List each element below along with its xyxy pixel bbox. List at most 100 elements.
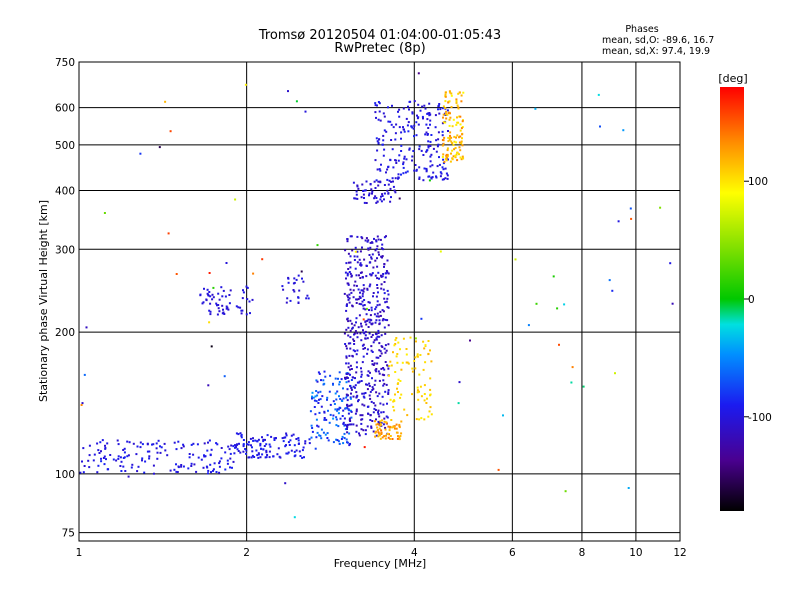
data-point <box>394 132 397 135</box>
data-point <box>338 381 341 383</box>
data-point <box>386 402 388 405</box>
data-point <box>358 432 360 435</box>
data-point <box>208 439 211 442</box>
data-point <box>405 361 408 364</box>
data-point <box>364 334 367 337</box>
data-point <box>282 440 285 443</box>
data-point <box>368 301 371 304</box>
data-point <box>370 306 373 309</box>
grid-lines <box>79 62 680 541</box>
data-point <box>348 409 351 412</box>
data-point <box>313 406 316 408</box>
data-point <box>361 414 364 417</box>
data-point <box>386 178 389 181</box>
data-point <box>453 148 456 151</box>
data-point <box>246 298 249 301</box>
data-point <box>420 317 423 320</box>
data-point <box>304 442 307 445</box>
data-point <box>377 370 380 373</box>
data-point <box>349 442 351 445</box>
data-point <box>359 250 362 253</box>
data-point <box>339 407 342 409</box>
data-point <box>200 458 203 461</box>
data-point <box>386 416 389 419</box>
data-point <box>259 456 262 459</box>
data-point <box>368 194 370 197</box>
data-point <box>220 457 223 460</box>
data-point <box>391 177 394 180</box>
data-point <box>379 119 382 122</box>
data-point <box>414 164 417 166</box>
data-point <box>98 452 101 454</box>
data-point <box>345 362 348 365</box>
data-point <box>384 301 387 304</box>
data-point <box>85 326 88 329</box>
data-point <box>368 285 371 288</box>
data-point <box>203 442 206 445</box>
data-point <box>439 108 442 111</box>
data-point <box>444 107 447 109</box>
data-point <box>368 254 371 256</box>
data-point <box>418 176 421 179</box>
data-point <box>139 441 142 444</box>
data-point <box>269 445 272 448</box>
data-point <box>216 304 218 307</box>
data-point <box>417 72 420 75</box>
data-point <box>371 389 374 391</box>
data-point <box>302 280 305 283</box>
data-point <box>352 296 355 299</box>
data-point <box>400 144 403 147</box>
data-point <box>381 143 384 146</box>
data-point <box>372 341 375 344</box>
data-point <box>382 379 385 382</box>
data-point <box>255 449 258 452</box>
data-point <box>374 420 376 423</box>
data-point <box>363 446 366 449</box>
data-point <box>347 296 350 299</box>
data-point <box>414 367 417 370</box>
data-point <box>354 384 357 387</box>
data-point <box>349 288 352 291</box>
data-point <box>419 354 422 356</box>
data-point <box>391 104 393 107</box>
data-point <box>392 180 394 183</box>
data-point <box>395 162 398 164</box>
data-point <box>349 266 352 269</box>
data-point <box>177 465 180 468</box>
data-point <box>293 444 296 447</box>
data-point <box>349 319 352 322</box>
data-point <box>342 387 344 390</box>
data-point <box>368 192 371 195</box>
data-point <box>390 419 393 421</box>
data-point <box>450 140 453 143</box>
data-point <box>345 396 348 399</box>
data-point <box>355 284 358 287</box>
data-point <box>397 382 400 385</box>
data-point <box>374 409 377 411</box>
data-point <box>629 207 632 210</box>
data-point <box>371 190 374 193</box>
data-point <box>375 370 378 373</box>
data-point <box>205 299 208 302</box>
data-point <box>226 462 229 465</box>
data-point <box>398 126 401 129</box>
data-point <box>338 383 341 386</box>
data-point <box>387 393 390 395</box>
data-point <box>353 255 356 258</box>
data-point <box>380 429 383 432</box>
data-point <box>379 238 382 241</box>
data-point <box>413 100 416 103</box>
data-point <box>419 109 422 112</box>
data-point <box>97 449 100 452</box>
data-point <box>381 395 384 398</box>
data-point <box>361 344 364 347</box>
data-point <box>376 265 379 268</box>
data-point <box>458 141 461 144</box>
data-point <box>370 425 373 428</box>
data-point <box>88 454 91 457</box>
data-point <box>414 337 417 340</box>
data-point <box>378 415 381 418</box>
data-point <box>316 394 319 397</box>
data-point <box>627 487 630 489</box>
data-point <box>130 466 133 469</box>
